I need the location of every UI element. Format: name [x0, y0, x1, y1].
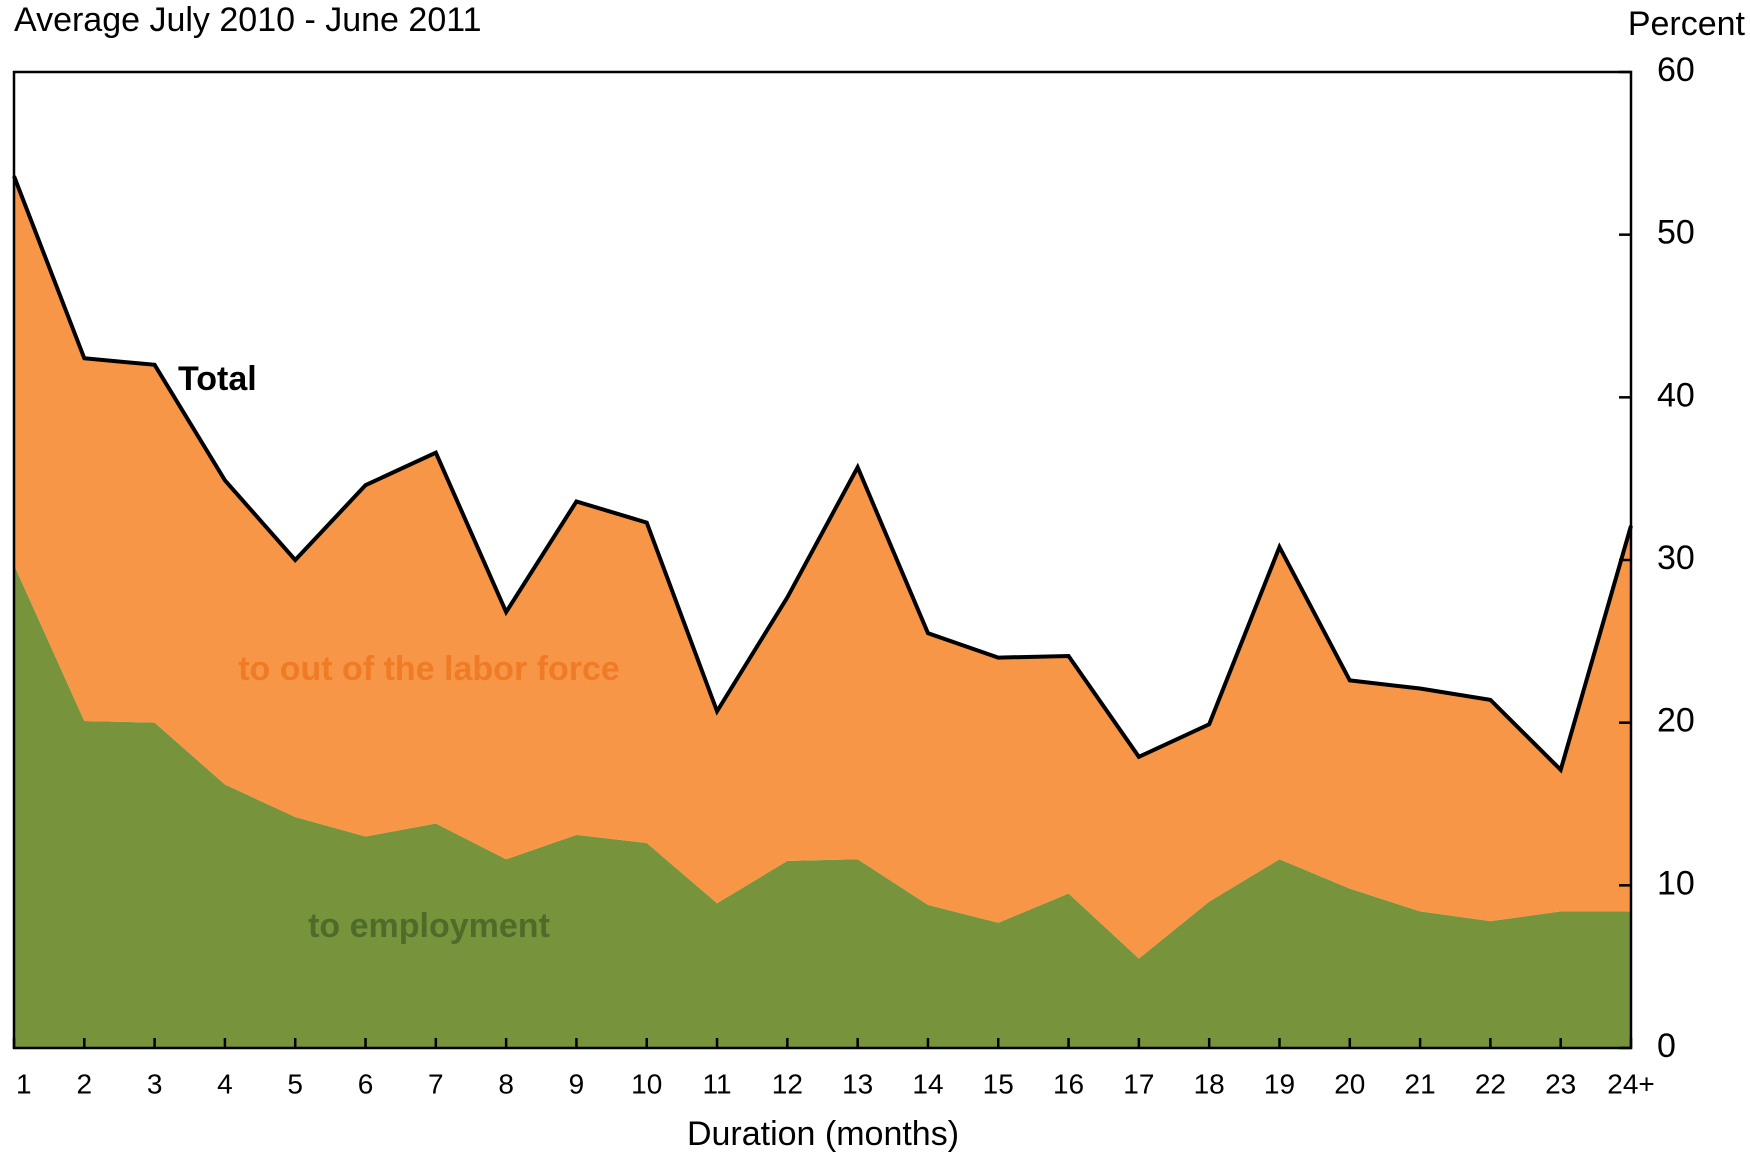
y-axis-label: Percent — [1628, 5, 1746, 43]
y-tick-label: 50 — [1657, 214, 1695, 252]
x-tick-label: 12 — [772, 1068, 803, 1099]
area — [14, 564, 1631, 1048]
x-tick-label: 9 — [569, 1068, 585, 1099]
x-tick-label: 14 — [912, 1068, 943, 1099]
x-tick-label: 6 — [358, 1068, 374, 1099]
x-tick-label: 5 — [287, 1068, 303, 1099]
series-label: to employment — [308, 907, 550, 945]
y-tick-label: 10 — [1657, 864, 1695, 902]
x-tick-label: 21 — [1405, 1068, 1436, 1099]
x-tick-label: 24+ — [1607, 1068, 1655, 1099]
x-tick-label: 23 — [1545, 1068, 1576, 1099]
chart-title: Average July 2010 - June 2011 — [14, 1, 482, 39]
y-tick-label: 60 — [1657, 51, 1695, 89]
x-tick-label: 18 — [1194, 1068, 1225, 1099]
x-tick-label: 20 — [1334, 1068, 1365, 1099]
total-line — [12, 175, 1633, 774]
x-tick-label: 19 — [1264, 1068, 1295, 1099]
y-tick-label: 30 — [1657, 539, 1695, 577]
series-label: Total — [178, 360, 257, 398]
x-tick-label: 2 — [77, 1068, 93, 1099]
x-tick-label: 4 — [217, 1068, 233, 1099]
x-tick-label: 13 — [842, 1068, 873, 1099]
y-tick-label: 0 — [1657, 1027, 1676, 1065]
x-tick-label: 1 — [16, 1068, 32, 1099]
area — [14, 176, 1631, 959]
x-axis-label: Duration (months) — [687, 1115, 959, 1153]
x-tick-label: 15 — [983, 1068, 1014, 1099]
series-label: to out of the labor force — [238, 650, 620, 688]
x-tick-label: 11 — [703, 1068, 732, 1099]
y-tick-label: 40 — [1657, 376, 1695, 414]
x-tick-label: 22 — [1475, 1068, 1506, 1099]
x-tick-label: 17 — [1123, 1068, 1154, 1099]
x-tick-label: 7 — [428, 1068, 444, 1099]
x-tick-label: 8 — [498, 1068, 514, 1099]
x-tick-label: 10 — [631, 1068, 662, 1099]
x-tick-label: 16 — [1053, 1068, 1084, 1099]
y-tick-label: 20 — [1657, 702, 1695, 740]
x-tick-label: 3 — [147, 1068, 163, 1099]
